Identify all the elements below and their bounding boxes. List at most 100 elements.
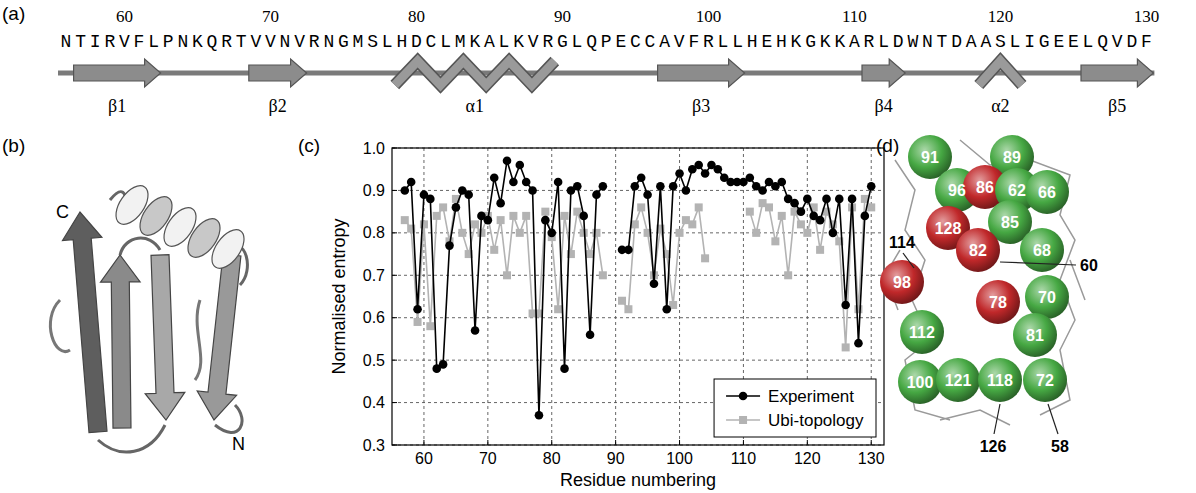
marker: [439, 203, 447, 211]
marker: [688, 220, 696, 228]
legend: ExperimentUbi-topology: [714, 379, 876, 437]
marker: [599, 271, 607, 279]
sphere-label: 82: [969, 242, 987, 259]
marker: [497, 216, 505, 224]
sphere-label: 118: [987, 372, 1013, 389]
residue-sphere: [1013, 313, 1057, 357]
strand-arrow: [197, 254, 241, 420]
tick-mark: [487, 440, 488, 445]
marker: [516, 229, 524, 237]
residue-tick-label: 80: [408, 7, 425, 26]
element-label: β1: [108, 96, 126, 116]
marker: [426, 195, 435, 204]
marker: [822, 195, 831, 204]
callout-line: [1048, 404, 1058, 434]
residue-sphere: [1025, 275, 1069, 319]
marker: [541, 216, 550, 225]
residue-tick-label: 110: [842, 7, 867, 26]
marker: [624, 305, 632, 313]
marker: [433, 212, 441, 220]
marker: [790, 199, 799, 208]
marker: [765, 203, 773, 211]
residue-tick-label: 100: [696, 7, 722, 26]
strand: [1081, 59, 1153, 87]
marker: [867, 182, 876, 191]
helix-outline: [395, 61, 555, 85]
residue-tick-label: 70: [262, 7, 279, 26]
sphere-label: 81: [1026, 327, 1044, 344]
x-tick-label: 110: [731, 450, 757, 467]
y-axis-title: Normalised entropy: [329, 218, 349, 374]
marker: [650, 279, 659, 288]
tick-mark: [392, 402, 397, 403]
element-label: β3: [692, 96, 710, 116]
grid-line: [679, 148, 680, 445]
panel-letter: (b): [2, 135, 25, 156]
residue-tick-label: 120: [988, 7, 1014, 26]
residue-sphere: [880, 260, 924, 304]
marker: [797, 207, 806, 216]
x-tick-label: 80: [543, 450, 561, 467]
callout-label: 58: [1051, 438, 1069, 455]
helix-fill: [395, 61, 555, 85]
element-label: α2: [991, 96, 1009, 116]
panel-letter: (c): [298, 135, 320, 156]
sphere-label: 86: [976, 179, 994, 196]
marker: [541, 208, 549, 216]
residue-tick-label: 90: [554, 7, 571, 26]
x-tick-label: 60: [415, 450, 433, 467]
marker: [662, 305, 671, 314]
marker: [528, 186, 537, 195]
sphere-label: 66: [1038, 184, 1056, 201]
series-line: [405, 161, 871, 416]
marker: [771, 237, 779, 245]
marker: [509, 212, 517, 220]
marker: [643, 190, 652, 199]
tick-mark: [392, 190, 397, 191]
tick-mark: [551, 440, 552, 445]
y-tick-label: 0.9: [363, 182, 385, 199]
sphere-label: 72: [1036, 372, 1054, 389]
marker: [579, 212, 588, 221]
tick-mark: [392, 275, 397, 276]
marker: [560, 364, 569, 373]
residue-sphere: [1025, 170, 1069, 214]
marker: [701, 169, 710, 178]
marker: [752, 229, 760, 237]
marker: [637, 203, 645, 211]
tick-mark: [423, 440, 424, 445]
marker: [835, 195, 844, 204]
marker: [637, 173, 646, 182]
x-tick-label: 70: [479, 450, 497, 467]
grid-line: [487, 148, 488, 445]
sphere-label: 121: [945, 372, 972, 389]
x-tick-label: 120: [794, 450, 821, 467]
terminus-label: N: [232, 434, 245, 454]
marker: [777, 178, 786, 187]
chart-panel: 607080901001101201300.30.40.50.60.70.80.…: [329, 140, 885, 491]
residue-sphere: [976, 280, 1020, 324]
residue-sphere: [978, 358, 1022, 402]
marker: [746, 173, 755, 182]
marker: [739, 392, 748, 401]
sphere-label: 70: [1038, 289, 1056, 306]
element-label: β5: [1108, 96, 1126, 116]
residue-sphere: [956, 228, 1000, 272]
residue-sphere: [1023, 358, 1067, 402]
sphere-label: 89: [1003, 149, 1021, 166]
marker: [420, 220, 428, 228]
marker: [739, 416, 747, 424]
x-tick-label: 100: [666, 450, 693, 467]
marker: [573, 182, 582, 191]
legend-label: Experiment: [768, 387, 854, 406]
marker: [452, 203, 461, 212]
panel-letter: (d): [876, 135, 899, 156]
strand: [862, 59, 905, 87]
panel-letter: (a): [2, 3, 25, 24]
marker: [490, 173, 499, 182]
marker: [842, 343, 850, 351]
marker: [586, 330, 595, 339]
residue-sphere: [898, 360, 942, 404]
marker: [592, 229, 600, 237]
marker: [624, 246, 633, 255]
